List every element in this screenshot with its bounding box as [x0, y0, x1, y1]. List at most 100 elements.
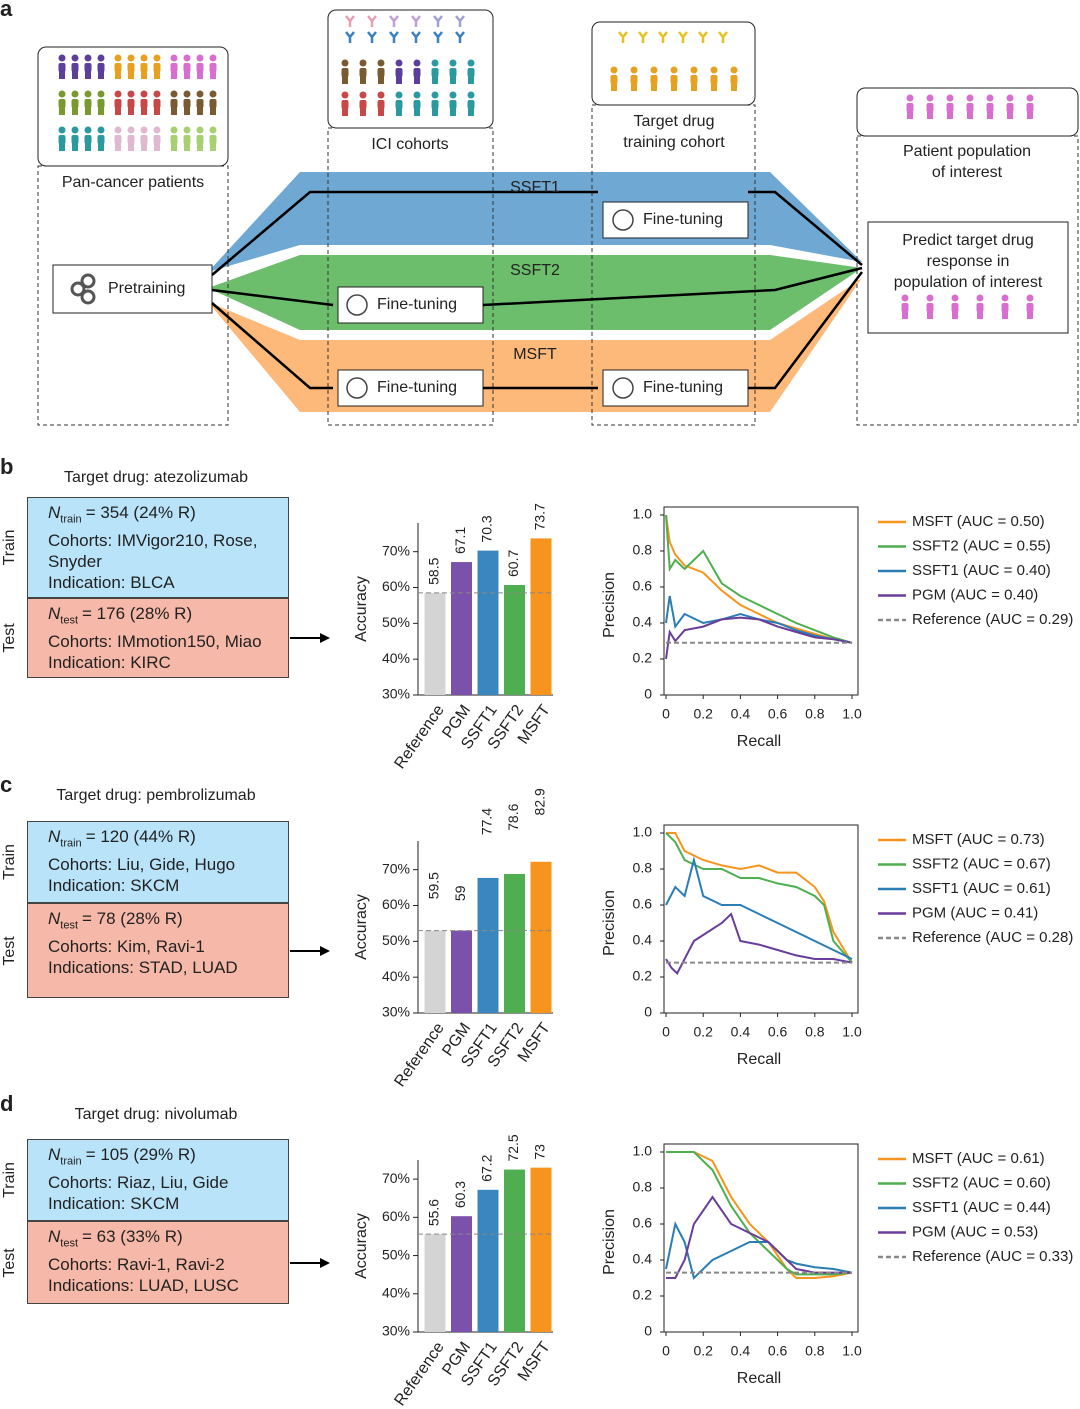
person-icon: [449, 91, 457, 99]
legend-label: Reference (AUC = 0.29): [912, 611, 1073, 628]
person-icon: [210, 143, 216, 151]
person-icon: [197, 143, 203, 151]
n-text: = 120 (44% R): [85, 827, 196, 846]
pr-curve: [665, 595, 853, 644]
person-icon: [906, 103, 914, 112]
person-icon: [171, 143, 177, 151]
person-icon: [395, 68, 403, 77]
x-tick-label: 0.4: [731, 1343, 751, 1359]
person-icon: [341, 100, 349, 109]
value-label: 55.6: [426, 1199, 442, 1226]
bar: [451, 562, 472, 695]
person-icon: [966, 103, 974, 112]
person-icon: [209, 126, 217, 134]
person-icon: [467, 100, 475, 109]
person-icon: [359, 68, 367, 77]
panel-title: Target drug: atezolizumab: [64, 469, 248, 486]
bar: [504, 584, 525, 695]
y-tick-label: 50%: [382, 932, 410, 948]
person-icon: [341, 59, 349, 67]
pr-curve: [665, 856, 853, 960]
ssft1-band: [208, 172, 862, 272]
antibody-icon: [433, 31, 443, 43]
x-tick-label: 0.6: [768, 706, 788, 722]
person-icon: [902, 311, 908, 319]
antibody-icon: [455, 15, 465, 27]
x-axis-label: Recall: [737, 1051, 781, 1068]
person-icon: [947, 111, 953, 119]
value-label: 72.5: [505, 1134, 521, 1161]
label: Fine-tuning: [377, 379, 457, 396]
bar: [530, 538, 552, 695]
x-tick-label: 0.8: [805, 1024, 825, 1040]
bar: [424, 1234, 446, 1332]
label: Predict target drug: [902, 232, 1034, 249]
box: [602, 369, 749, 407]
person-icon: [114, 90, 122, 98]
cohorts: Cohorts: Liu, Gide, Hugo: [48, 855, 236, 875]
antibody-icon: [638, 31, 648, 43]
person-icon: [431, 100, 439, 109]
person-icon: [926, 94, 934, 102]
person-icon: [731, 83, 737, 91]
legend-label: PGM (AUC = 0.41): [912, 904, 1038, 921]
train-label: Train: [1, 844, 18, 880]
arrow: [211, 288, 334, 307]
person-icon: [378, 108, 384, 116]
value-label: 59: [452, 885, 468, 901]
n-subscript: train: [60, 837, 82, 850]
person-icon: [976, 294, 984, 302]
train-box: Ntrain = 105 (29% R) Cohorts: Riaz, Liu, G…: [27, 1139, 289, 1221]
x-tick-label: 0: [662, 1343, 670, 1359]
person-icon: [114, 99, 122, 108]
person-icon: [209, 99, 217, 108]
indication: Indications: STAD, LUAD: [48, 958, 238, 978]
x-tick-label: 1.0: [842, 706, 862, 722]
band-label: SSFT1: [510, 179, 560, 196]
x-tick-label: 0.4: [731, 1024, 751, 1040]
legend-label: SSFT2 (AUC = 0.55): [912, 537, 1051, 554]
n-line: Ntest = 78 (28% R): [48, 908, 268, 936]
person-icon: [341, 91, 349, 99]
y-tick-label: 0: [644, 1323, 652, 1339]
antibody-icon: [658, 31, 668, 43]
person-icon: [946, 103, 954, 112]
person-icon: [115, 143, 121, 151]
person-icon: [114, 63, 122, 72]
gear-icon: [70, 281, 86, 297]
person-icon: [127, 90, 135, 98]
n-symbol: N: [48, 503, 61, 522]
person-icon: [71, 63, 79, 72]
test-box: Ntest = 63 (33% R) Cohorts: Ravi-1, Ravi-2…: [27, 1221, 289, 1304]
plot-frame: [663, 506, 859, 696]
person-icon: [184, 71, 190, 79]
person-icon: [197, 71, 203, 79]
person-icon: [210, 107, 216, 115]
person-icon: [711, 83, 717, 91]
n-text: = 105 (29% R): [85, 1145, 196, 1164]
x-tick-label: Reference: [391, 1020, 447, 1090]
person-icon: [690, 66, 698, 74]
person-icon: [976, 303, 984, 312]
antibody-icon: [718, 31, 728, 43]
person-icon: [1026, 94, 1034, 102]
person-icon: [377, 91, 385, 99]
y-axis-label: Accuracy: [353, 1213, 370, 1279]
person-icon: [97, 126, 105, 134]
n-line: Ntest = 63 (33% R): [48, 1226, 268, 1254]
cohorts: Cohorts: IMVigor210, Rose, Snyder: [48, 531, 258, 572]
legend-label: MSFT (AUC = 0.50): [912, 513, 1045, 530]
x-tick-label: 0.8: [805, 706, 825, 722]
cohorts: Cohorts: Riaz, Liu, Gide: [48, 1173, 229, 1193]
arrow-head: [320, 633, 330, 643]
antibody-icon: [345, 31, 355, 43]
value-label: 73: [532, 1144, 548, 1160]
person-icon: [413, 68, 421, 77]
person-icon: [1006, 94, 1014, 102]
y-tick-label: 70%: [382, 542, 410, 558]
indication: Indication: SKCM: [48, 876, 180, 896]
person-icon: [431, 91, 439, 99]
value-label: 60.7: [505, 550, 521, 577]
bar: [530, 861, 552, 1013]
person-icon: [140, 54, 148, 62]
